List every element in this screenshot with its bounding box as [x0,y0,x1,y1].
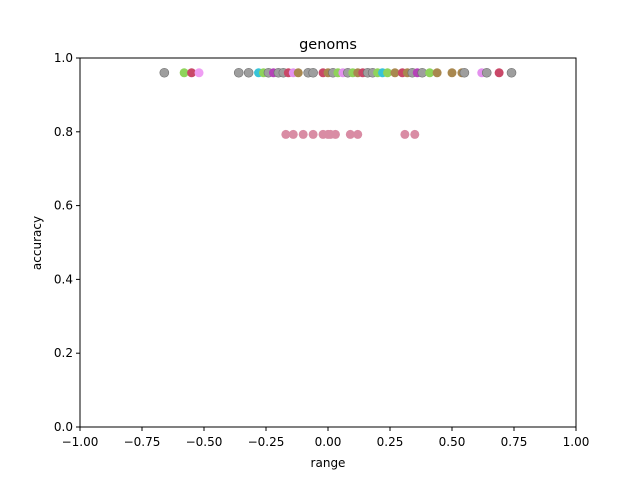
data-point [194,68,204,78]
x-tick-label: −0.50 [186,435,223,449]
y-tick-label: 0.0 [54,420,73,434]
x-tick-label: 0.25 [377,435,404,449]
data-point [432,68,442,78]
data-point [390,68,400,78]
data-point [308,129,318,139]
x-axis: −1.00 −0.75 −0.50 −0.25 0.00 0.25 0.50 0.75 1.00 [62,427,590,449]
x-tick-label: −0.75 [124,435,161,449]
y-axis: 0.0 0.2 0.4 0.6 0.8 1.0 [54,51,80,434]
x-tick-label: 0.00 [315,435,342,449]
y-tick-label: 1.0 [54,51,73,65]
y-tick-label: 0.2 [54,346,73,360]
x-tick-label: 1.00 [563,435,590,449]
x-tick-label: −1.00 [62,435,99,449]
data-point [159,67,170,78]
data-point [243,67,254,78]
y-axis-label: accuracy [30,216,44,270]
data-point [481,67,492,78]
y-tick-label: 0.4 [54,272,73,286]
data-point [410,129,420,139]
chart-title: genoms [299,37,357,53]
data-point [308,67,318,78]
data-point [447,68,457,78]
data-point [353,129,363,139]
x-axis-label: range [311,456,346,470]
data-point [494,68,504,78]
y-tick-label: 0.6 [54,199,73,213]
y-tick-label: 0.8 [54,125,73,139]
data-point [506,67,517,78]
data-point [459,67,470,78]
data-point [288,129,298,139]
data-point [383,68,393,78]
data-point [281,129,291,139]
data-point [233,67,244,78]
x-tick-label: −0.25 [248,435,285,449]
data-point [330,129,340,139]
data-point [425,68,435,78]
x-tick-label: 0.75 [501,435,528,449]
data-point [298,129,308,139]
data-point [345,129,355,139]
points-layer [159,67,517,139]
data-point [293,68,303,78]
data-point [179,68,189,78]
data-point [400,129,410,139]
data-point [187,68,197,78]
x-tick-label: 0.50 [439,435,466,449]
